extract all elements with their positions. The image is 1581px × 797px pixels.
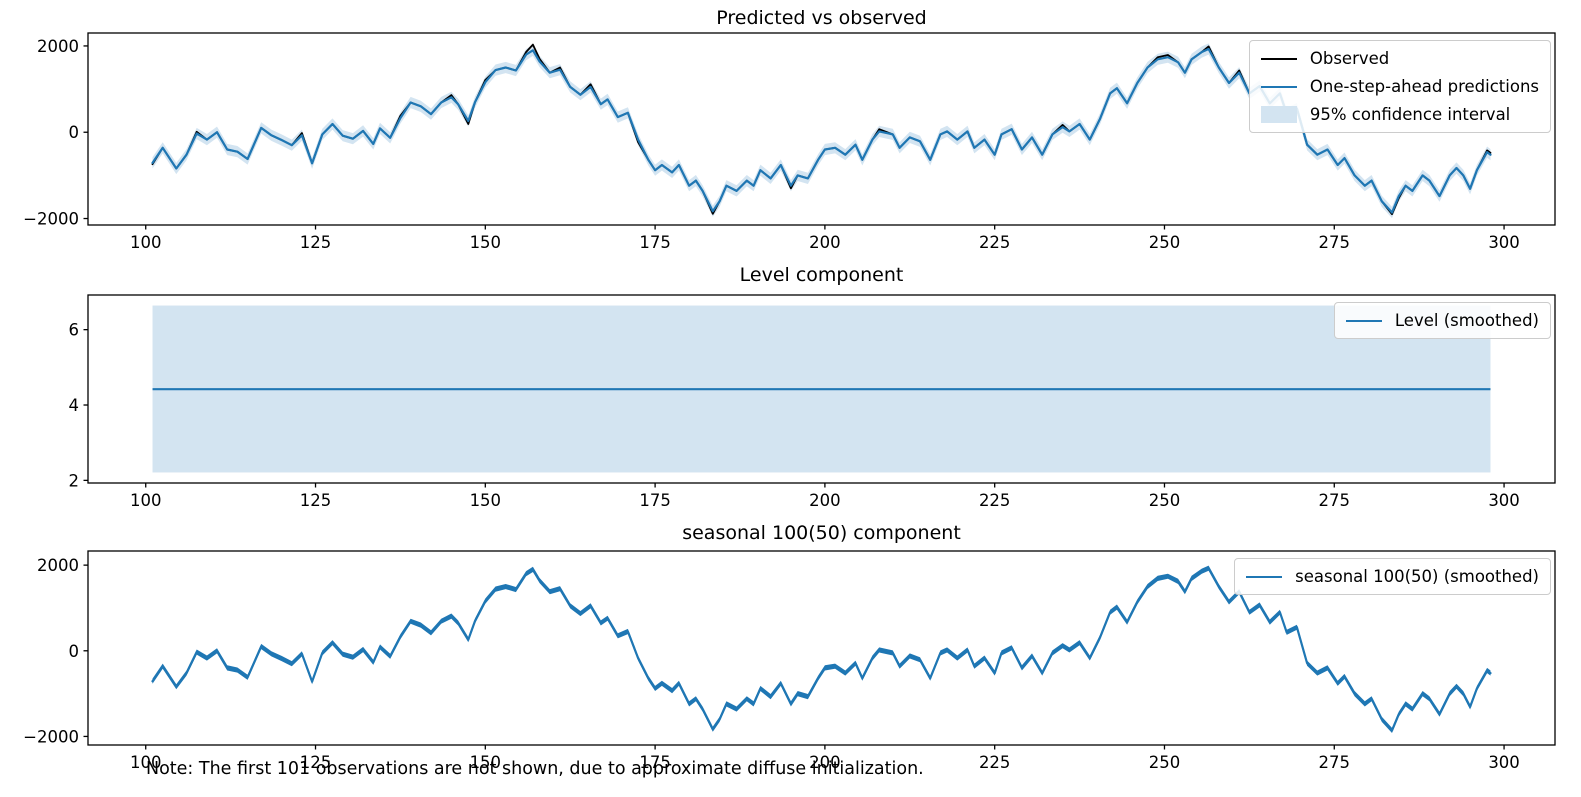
panel3-title: seasonal 100(50) component bbox=[682, 522, 961, 544]
seasonal-line-sample-icon bbox=[1246, 575, 1283, 578]
legend-label-confidence-interval: 95% confidence interval bbox=[1309, 105, 1511, 124]
y-tick-label: 2000 bbox=[37, 556, 79, 575]
x-tick-label: 250 bbox=[1149, 753, 1181, 772]
x-tick-label: 125 bbox=[300, 753, 332, 772]
panel3-legend: seasonal 100(50) (smoothed) bbox=[1234, 558, 1551, 595]
panel2-legend: Level (smoothed) bbox=[1333, 302, 1551, 339]
observed-line-sample-icon bbox=[1260, 57, 1297, 60]
x-tick-label: 275 bbox=[1319, 233, 1351, 252]
x-tick-label: 275 bbox=[1319, 753, 1351, 772]
panel-1: 100 125 150 175 200 225 250 275 300 2000 0 −2000 bbox=[23, 32, 1556, 252]
level-line-sample-icon bbox=[1345, 319, 1382, 322]
x-tick-label: 125 bbox=[300, 491, 332, 510]
x-tick-label: 100 bbox=[130, 233, 162, 252]
y-tick-label: −2000 bbox=[23, 210, 79, 229]
x-tick-label: 150 bbox=[470, 233, 502, 252]
x-tick-label: 225 bbox=[979, 491, 1011, 510]
legend-item-observed: Observed bbox=[1260, 48, 1539, 69]
x-tick-label: 100 bbox=[130, 491, 162, 510]
x-tick-label: 300 bbox=[1488, 233, 1520, 252]
x-tick-label: 175 bbox=[639, 233, 671, 252]
legend-label-observed: Observed bbox=[1309, 49, 1390, 68]
y-tick-label: 4 bbox=[69, 396, 80, 415]
x-tick-label: 175 bbox=[639, 753, 671, 772]
x-tick-label: 225 bbox=[979, 753, 1011, 772]
y-tick-label: 0 bbox=[69, 642, 80, 661]
legend-label-level: Level (smoothed) bbox=[1394, 311, 1539, 330]
confidence-band-sample-icon bbox=[1260, 106, 1297, 123]
legend-label-predictions: One-step-ahead predictions bbox=[1309, 77, 1539, 96]
axes-border bbox=[87, 32, 1556, 226]
x-tick-label: 300 bbox=[1488, 491, 1520, 510]
y-tick-label: 6 bbox=[69, 321, 80, 340]
x-tick-label: 300 bbox=[1488, 753, 1520, 772]
series-line bbox=[151, 566, 1492, 732]
x-tick-label: 125 bbox=[300, 233, 332, 252]
y-tick-label: 2000 bbox=[37, 37, 79, 56]
legend-item-level: Level (smoothed) bbox=[1345, 310, 1539, 331]
panel-3: 100 125 150 175 200 225 250 275 300 2000 0 −2000 bbox=[23, 550, 1556, 772]
y-tick-label: 0 bbox=[69, 123, 80, 142]
x-tick-label: 250 bbox=[1149, 233, 1181, 252]
figure-note: Note: The first 101 observations are not… bbox=[146, 759, 924, 779]
x-tick-label: 200 bbox=[809, 491, 841, 510]
prediction-line-sample-icon bbox=[1260, 85, 1297, 88]
panel-2: 100 125 150 175 200 225 250 275 300 6 4 2 bbox=[69, 294, 1556, 510]
x-tick-label: 150 bbox=[470, 491, 502, 510]
x-tick-label: 275 bbox=[1319, 491, 1351, 510]
x-tick-label: 200 bbox=[809, 233, 841, 252]
legend-item-seasonal: seasonal 100(50) (smoothed) bbox=[1246, 566, 1539, 587]
x-tick-label: 100 bbox=[130, 753, 162, 772]
x-tick-label: 225 bbox=[979, 233, 1011, 252]
x-tick-label: 150 bbox=[470, 753, 502, 772]
axes-border bbox=[87, 550, 1556, 746]
x-tick-label: 200 bbox=[809, 753, 841, 772]
x-tick-label: 250 bbox=[1149, 491, 1181, 510]
legend-item-confidence-interval: 95% confidence interval bbox=[1260, 104, 1539, 125]
x-tick-label: 175 bbox=[639, 491, 671, 510]
panel1-legend: Observed One-step-ahead predictions 95% … bbox=[1248, 40, 1551, 133]
legend-item-predictions: One-step-ahead predictions bbox=[1260, 76, 1539, 97]
panel2-title: Level component bbox=[739, 264, 904, 286]
y-tick-label: −2000 bbox=[23, 727, 79, 746]
legend-label-seasonal: seasonal 100(50) (smoothed) bbox=[1295, 567, 1539, 586]
axes-border bbox=[87, 294, 1556, 484]
panel1-title: Predicted vs observed bbox=[716, 7, 927, 29]
y-tick-label: 2 bbox=[69, 471, 80, 490]
